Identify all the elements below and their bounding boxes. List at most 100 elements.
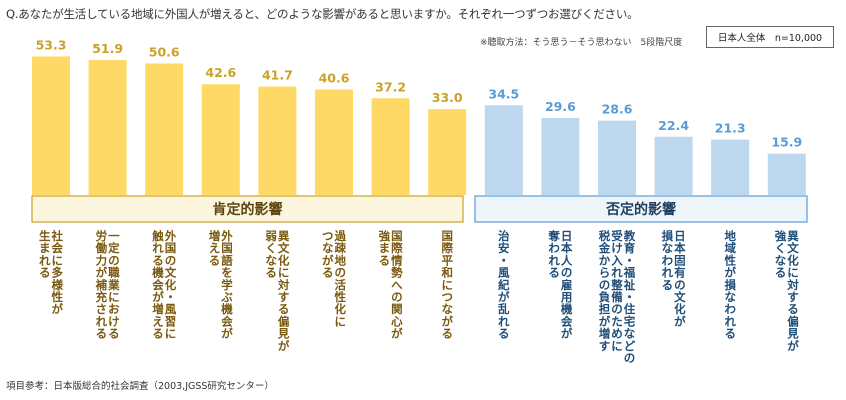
category-label-3-line-1-char-6: ・ xyxy=(165,290,177,304)
category-label-2-line-1-char-4: 職 xyxy=(108,266,120,280)
value-label-2: 51.9 xyxy=(92,41,123,56)
category-label-4-line-1-char-3: 語 xyxy=(221,253,233,267)
category-label-10-line-2-char-4: る xyxy=(548,266,560,280)
category-label-10-line-1-char-6: 用 xyxy=(560,290,573,304)
value-label-14: 15.9 xyxy=(771,135,802,150)
category-label-3-line-2-char-6: が xyxy=(152,290,164,304)
category-label-8-line-1-char-6: つ xyxy=(441,290,453,304)
source-note: 項目参考：日本版総合的社会調査（2003,JGSS研究センター） xyxy=(6,381,274,392)
category-label-9-line-1-char-2: 安 xyxy=(498,241,510,255)
category-label-10-line-1-char-7: 機 xyxy=(561,302,573,316)
category-label-13-line-1-char-2: 域 xyxy=(724,241,736,255)
value-label-5: 41.7 xyxy=(262,68,293,83)
bar-11 xyxy=(598,120,636,195)
category-label-11-line-1-char-1: 教 xyxy=(623,229,636,243)
category-label-10-line-1-char-2: 本 xyxy=(561,241,573,255)
category-label-12-line-1-char-7: 化 xyxy=(674,302,686,316)
category-label-10-line-2-char-2: わ xyxy=(548,241,560,255)
category-label-3-line-1-char-7: 風 xyxy=(165,302,177,316)
category-label-14-line-1-char-3: 化 xyxy=(787,253,799,267)
category-label-4-line-1-char-1: 外 xyxy=(220,229,233,243)
category-label-11-line-3-char-7: 担 xyxy=(599,302,611,316)
category-label-11-line-2-char-2: け xyxy=(611,241,623,255)
category-label-12-line-1-char-6: 文 xyxy=(674,290,686,304)
category-label-11-line-1-char-3: ・ xyxy=(624,253,636,267)
category-label-6-line-1-char-2: 疎 xyxy=(335,241,347,255)
bar-8 xyxy=(428,109,467,195)
category-label-9-line-1-char-4: 風 xyxy=(498,266,510,280)
category-label-12-line-2-char-4: れ xyxy=(662,266,674,280)
category-label-10-line-1-char-8: 会 xyxy=(560,314,573,328)
category-label-8-line-1-char-8: が xyxy=(441,314,453,328)
bar-7 xyxy=(371,98,410,195)
category-label-5-line-1-char-3: 化 xyxy=(278,253,290,267)
value-label-7: 37.2 xyxy=(375,79,406,94)
category-label-11-line-1-char-2: 育 xyxy=(624,241,636,255)
bar-13 xyxy=(711,139,750,195)
category-label-13-line-1-char-5: 損 xyxy=(724,278,736,292)
category-label-14-line-2-char-2: く xyxy=(775,241,787,255)
bar-5 xyxy=(258,86,297,195)
category-label-2-line-2-char-8: れ xyxy=(96,314,108,328)
value-label-13: 21.3 xyxy=(715,121,746,136)
question-text: Q.あなたが生活している地域に外国人が増えると、どのような影響があると思いますか… xyxy=(6,7,639,21)
category-label-6-line-1-char-8: に xyxy=(335,314,347,328)
category-label-2-line-1-char-1: 一 xyxy=(108,229,120,243)
category-label-9-line-1-char-5: 紀 xyxy=(498,278,510,292)
category-label-10-line-2-char-3: れ xyxy=(548,253,560,267)
value-label-8: 33.0 xyxy=(432,90,463,105)
category-label-5-line-2-char-4: る xyxy=(265,266,277,280)
category-label-11-line-2-char-1: 受 xyxy=(611,229,623,243)
category-label-1-line-1-char-6: 性 xyxy=(52,290,64,304)
category-label-1-line-1-char-4: 多 xyxy=(52,266,64,280)
category-label-5-line-1-char-7: る xyxy=(278,302,290,316)
category-label-10-line-2-char-1: 奪 xyxy=(547,229,560,243)
group-band-2 xyxy=(474,195,808,223)
category-label-7-line-1-char-7: 関 xyxy=(391,302,403,316)
category-label-2-line-2-char-3: 力 xyxy=(96,253,108,267)
category-label-8-line-1-char-7: な xyxy=(441,302,453,316)
category-label-7-line-1-char-3: 情 xyxy=(390,253,403,267)
category-label-3-line-2-char-2: れ xyxy=(152,241,164,255)
bar-12 xyxy=(654,136,693,195)
category-label-3-line-1-char-3: の xyxy=(165,253,177,267)
category-label-1-line-1-char-7: が xyxy=(52,302,64,316)
category-label-4-line-1-char-5: 学 xyxy=(221,278,233,292)
category-label-6-line-2-char-1: つ xyxy=(322,229,334,243)
category-label-11-line-1-char-11: の xyxy=(624,351,636,365)
category-label-5-line-2-char-1: 弱 xyxy=(265,229,277,243)
category-label-6-line-1-char-6: 性 xyxy=(335,290,347,304)
category-label-3-line-2-char-7: 増 xyxy=(152,302,164,316)
category-label-11-line-3-char-1: 税 xyxy=(599,229,611,243)
category-label-1-line-2-char-3: れ xyxy=(39,253,51,267)
group-band-1 xyxy=(31,195,464,223)
category-label-3-line-1-char-9: に xyxy=(165,327,177,341)
category-label-7-line-1-char-6: の xyxy=(391,290,403,304)
category-label-7-line-2-char-2: ま xyxy=(379,241,391,255)
category-label-3-line-2-char-5: 会 xyxy=(151,278,164,292)
category-label-12-line-2-char-3: わ xyxy=(662,253,674,267)
category-label-6-line-1-char-5: 活 xyxy=(335,278,347,292)
bar-9 xyxy=(484,105,523,195)
category-label-2-line-2-char-2: 働 xyxy=(95,241,108,255)
category-label-7-line-2-char-1: 強 xyxy=(379,229,391,243)
category-label-4-line-2-char-3: る xyxy=(209,253,221,267)
value-label-11: 28.6 xyxy=(602,102,633,117)
bar-14 xyxy=(767,153,806,195)
bar-4 xyxy=(201,84,240,195)
category-label-11-line-3-char-5: の xyxy=(599,278,611,292)
bar-6 xyxy=(315,89,353,195)
category-label-7-line-1-char-1: 国 xyxy=(391,229,403,243)
category-label-4-line-1-char-6: ぶ xyxy=(220,290,233,304)
category-label-8-line-1-char-9: る xyxy=(441,327,453,341)
category-label-11-line-2-char-5: 整 xyxy=(610,278,623,292)
category-label-9-line-1-char-3: ・ xyxy=(498,253,510,267)
category-label-13-line-1-char-8: れ xyxy=(724,314,736,328)
category-label-4-line-2-char-1: 増 xyxy=(209,229,221,243)
category-label-9-line-1-char-7: 乱 xyxy=(498,302,510,316)
category-label-8-line-1-char-3: 平 xyxy=(441,253,453,267)
category-label-2-line-2-char-6: 充 xyxy=(96,290,108,304)
category-label-2-line-1-char-3: の xyxy=(108,253,120,267)
category-label-11-line-1-char-7: 住 xyxy=(624,302,636,316)
category-label-6-line-2-char-2: な xyxy=(322,241,334,255)
